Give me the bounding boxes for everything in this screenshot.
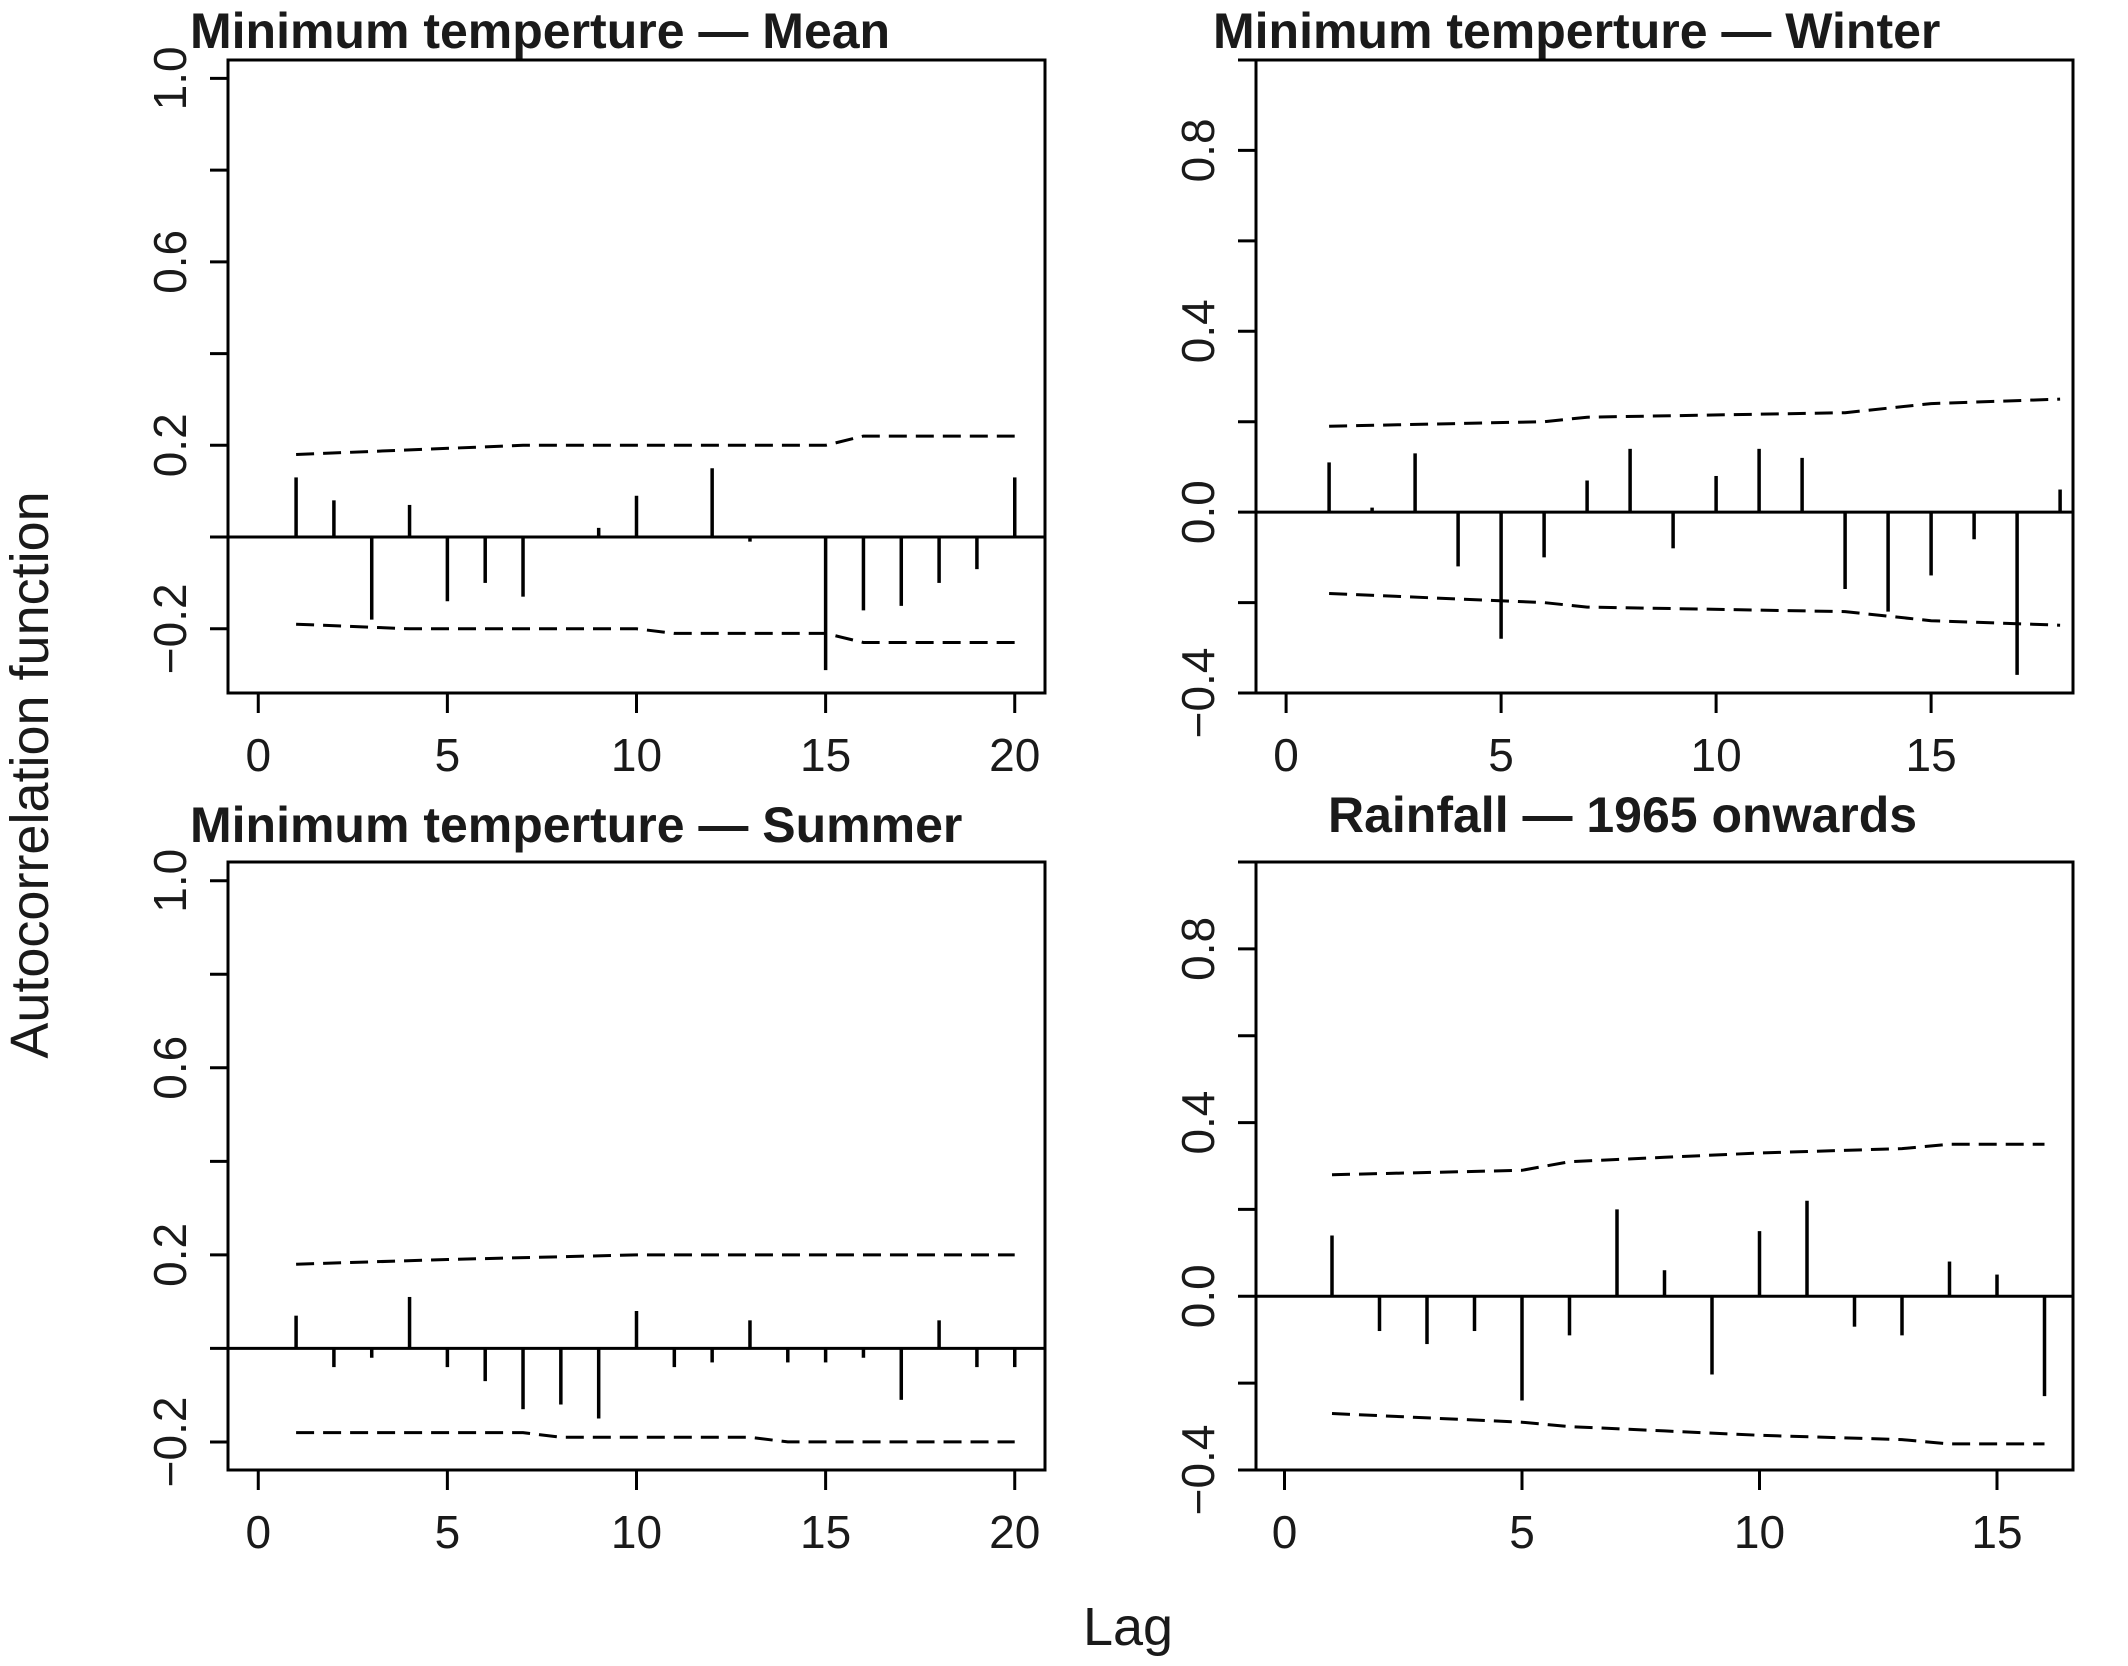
panel-2-y-tick-label: 0.0 [1172, 480, 1224, 544]
panel-2-x-tick-label: 10 [1691, 729, 1742, 781]
panel-4-upper-bound-line [1331, 1142, 2045, 1177]
panel-3-x-tick-label: 5 [435, 1506, 461, 1558]
panel-2-title: Minimum temperture — Winter [1213, 3, 1940, 59]
panel-4-x-tick-label: 10 [1734, 1506, 1785, 1558]
panel-3-y-tick-label: 1.0 [144, 849, 196, 913]
panel-1-y-tick-label: 0.6 [144, 230, 196, 294]
panel-1-x-tick-label: 0 [245, 729, 271, 781]
panel-4-x-tick-label: 15 [1971, 1506, 2022, 1558]
panel-1-y-tick-label: 1.0 [144, 46, 196, 110]
panel-4-x-tick-label: 0 [1272, 1506, 1298, 1558]
panel-3-x-tick-label: 10 [611, 1506, 662, 1558]
panel-4-y-tick-label: 0.4 [1172, 1091, 1224, 1155]
panel-2-upper-bound-line [1329, 397, 2061, 428]
panel-4-y-tick-label: 0.8 [1172, 917, 1224, 981]
panel-3-x-tick-label: 20 [989, 1506, 1040, 1558]
panel-2-y-tick-label: 0.8 [1172, 118, 1224, 182]
panel-3-y-tick-label: 0.2 [144, 1223, 196, 1287]
panel-1-x-tick-label: 20 [989, 729, 1040, 781]
panel-4-y-tick-label: 0.0 [1172, 1264, 1224, 1328]
panel-3-lower-bound-line [296, 1431, 1015, 1444]
x-axis-title: Lag [1083, 1597, 1173, 1657]
panel-4-y-tick-label: −0.4 [1172, 1425, 1224, 1516]
panel-1-x-tick-label: 15 [800, 729, 851, 781]
panel-1-upper-bound-line [296, 434, 1015, 456]
panel-3-y-tick-label: 0.6 [144, 1036, 196, 1100]
panel-4-lower-bound-line [1331, 1412, 2045, 1446]
panel-3-y-tick-label: −0.2 [144, 1397, 196, 1488]
panel-2-x-tick-label: 15 [1906, 729, 1957, 781]
panel-3-x-tick-label: 15 [800, 1506, 851, 1558]
panel-1-title: Minimum temperture — Mean [190, 3, 890, 59]
panel-3-title: Minimum temperture — Summer [190, 797, 962, 853]
panel-1-x-tick-label: 10 [611, 729, 662, 781]
panel-2-x-tick-label: 5 [1488, 729, 1514, 781]
panel-4-x-tick-label: 5 [1509, 1506, 1535, 1558]
y-axis-title: Autocorrelation function [0, 491, 60, 1058]
panel-1-y-tick-label: −0.2 [144, 583, 196, 674]
panel-2-plot-frame [1254, 58, 2075, 695]
panel-4-title: Rainfall — 1965 onwards [1328, 787, 1917, 843]
panel-1-lower-bound-line [296, 622, 1015, 644]
panel-3-upper-bound-line [296, 1253, 1015, 1266]
panel-3-x-tick-label: 0 [245, 1506, 271, 1558]
panel-1-y-tick-label: 0.2 [144, 413, 196, 477]
panel-2-lower-bound-line [1329, 592, 2061, 627]
panel-1-x-tick-label: 5 [435, 729, 461, 781]
panel-2-x-tick-label: 0 [1273, 729, 1299, 781]
panel-2-y-tick-label: −0.4 [1172, 648, 1224, 739]
panel-2-y-tick-label: 0.4 [1172, 299, 1224, 363]
panel-4-plot-frame [1254, 860, 2075, 1472]
